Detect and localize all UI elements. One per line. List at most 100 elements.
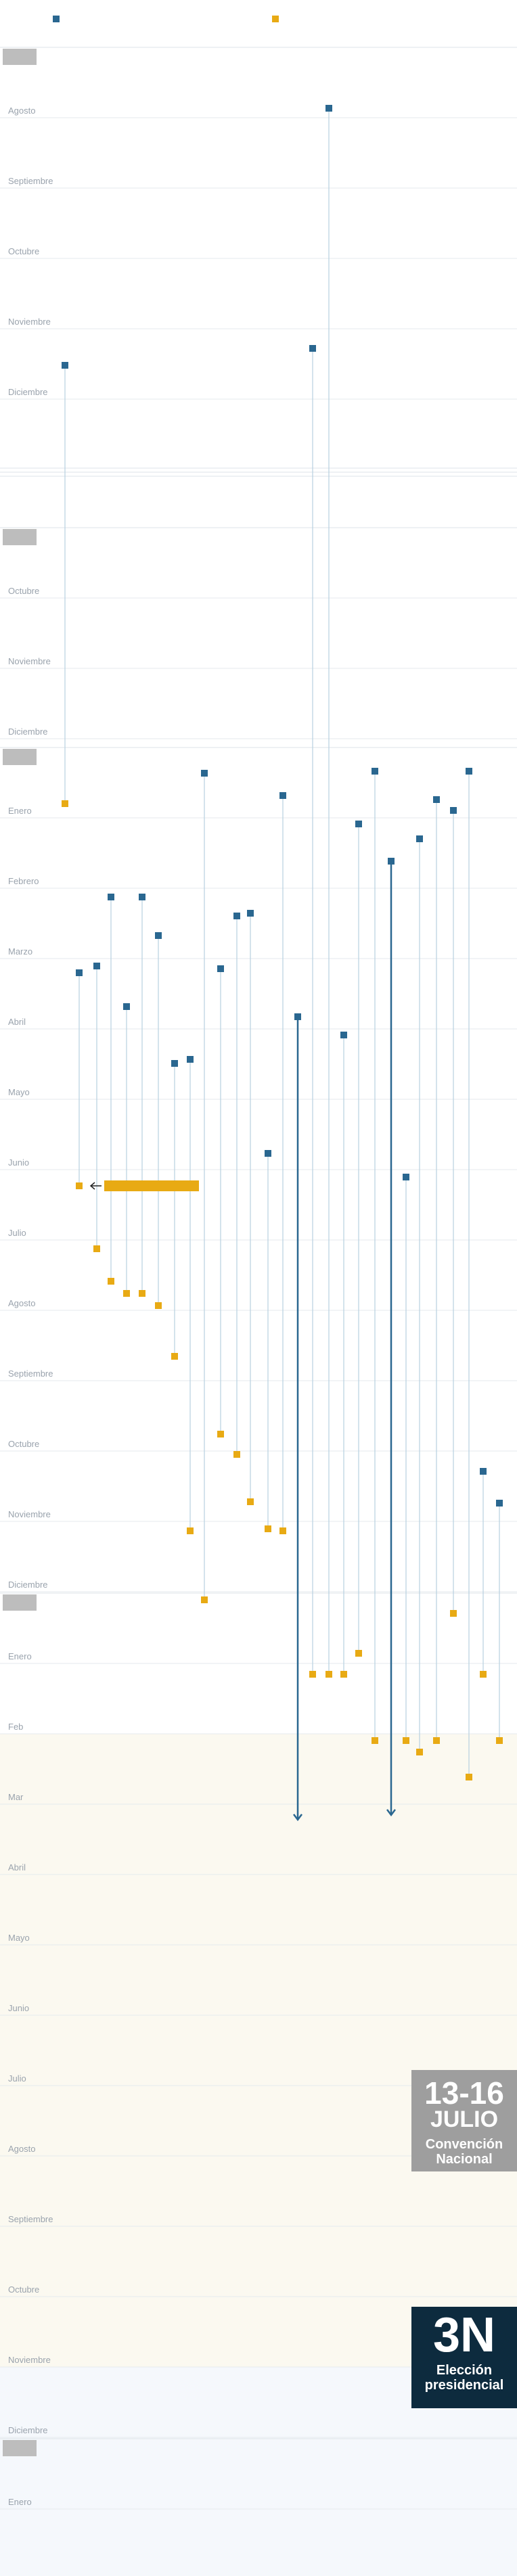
track-start-marker [155,932,162,939]
convention-month: JULIO [430,2107,498,2132]
track-start-marker [496,1500,503,1506]
track-start-marker [372,768,378,775]
candidate-track [355,821,362,1657]
track-end-marker [466,1774,472,1780]
candidate-track [76,969,83,1189]
election-event-box: 3N Elección presidencial [411,2307,517,2408]
convention-event-box: 13-16 JULIO Convención Nacional [411,2070,517,2171]
track-end-marker [480,1671,487,1678]
convention-box-bg [411,2070,517,2171]
candidate-track [93,963,100,1252]
year-tag [3,2440,37,2456]
track-end-marker [416,1749,423,1755]
track-end-marker [247,1498,254,1505]
track-start-marker [233,913,240,919]
candidate-track [108,894,114,1285]
track-start-marker [416,835,423,842]
track-end-marker [279,1527,286,1534]
convention-dates: 13-16 [424,2075,504,2111]
month-label: Octubre [8,246,39,256]
candidate-track [309,345,316,1678]
track-end-marker [265,1525,271,1532]
track-start-marker [466,768,472,775]
track-start-marker [388,858,395,865]
track-end-marker [309,1671,316,1678]
candidate-track [403,1174,409,1744]
track-start-marker [201,770,208,777]
candidate-track [247,910,254,1505]
year-tag [3,49,37,65]
highlight-period [89,1180,199,1191]
ongoing-candidate-track [293,1013,302,1822]
arrow-left-icon [89,1182,102,1190]
candidate-track [325,105,332,1678]
election-label-1: Elección [436,2363,492,2378]
candidate-track [480,1468,487,1678]
track-start-marker [403,1174,409,1180]
month-label: Agosto [8,2144,35,2154]
month-label: Mayo [8,1087,30,1097]
track-end-marker [62,800,68,807]
track-end-marker [123,1290,130,1297]
month-label: Junio [8,2003,29,2013]
track-start-marker [294,1013,301,1020]
track-start-marker [62,362,68,369]
year-tag [3,749,37,765]
track-start-marker [108,894,114,900]
month-label: Noviembre [8,317,51,327]
convention-label-2: Nacional [436,2152,492,2167]
track-end-marker [217,1431,224,1438]
candidate-track [265,1150,271,1532]
track-end-marker [155,1302,162,1309]
candidate-track [433,796,440,1744]
track-end-marker [433,1737,440,1744]
track-end-marker [93,1245,100,1252]
track-start-marker [139,894,145,900]
month-label: Agosto [8,106,35,116]
track-end-marker [355,1650,362,1657]
month-label: Septiembre [8,1368,53,1379]
month-label: Diciembre [8,1580,48,1590]
arrow-down-icon [386,1809,396,1817]
candidate-track [201,770,208,1603]
month-label: Julio [8,1228,26,1238]
track-start-marker [433,796,440,803]
month-label: Diciembre [8,387,48,397]
track-start-marker [123,1003,130,1010]
month-label: Abril [8,1017,26,1027]
track-start-marker [187,1056,194,1063]
track-end-marker [108,1278,114,1285]
candidate-track [187,1056,194,1534]
track-start-marker [340,1032,347,1038]
month-label: Diciembre [8,727,48,737]
month-label: Octubre [8,1439,39,1449]
track-start-marker [265,1150,271,1157]
legend-end-marker [272,16,279,22]
track-start-marker [93,963,100,969]
band-convention-period [0,1734,517,2367]
track-end-marker [171,1353,178,1360]
track-end-marker [201,1596,208,1603]
track-end-marker [325,1671,332,1678]
legend-start-marker [53,16,60,22]
month-label: Junio [8,1157,29,1168]
month-gridlines [0,47,517,2510]
month-label: Octubre [8,586,39,596]
track-start-marker [217,965,224,972]
candidate-track [62,362,68,807]
month-labels: Agosto Septiembre Octubre Noviembre Diciembr… [8,106,53,2507]
month-label: Septiembre [8,176,53,186]
track-end-marker [233,1451,240,1458]
month-label: Noviembre [8,1509,51,1519]
candidate-track [372,768,378,1744]
track-start-marker [279,792,286,799]
track-end-marker [139,1290,145,1297]
track-start-marker [480,1468,487,1475]
candidate-track [139,894,145,1297]
track-end-marker [187,1527,194,1534]
candidate-track [171,1060,178,1360]
month-label: Enero [8,806,32,816]
month-label: Febrero [8,876,39,886]
track-start-marker [76,969,83,976]
